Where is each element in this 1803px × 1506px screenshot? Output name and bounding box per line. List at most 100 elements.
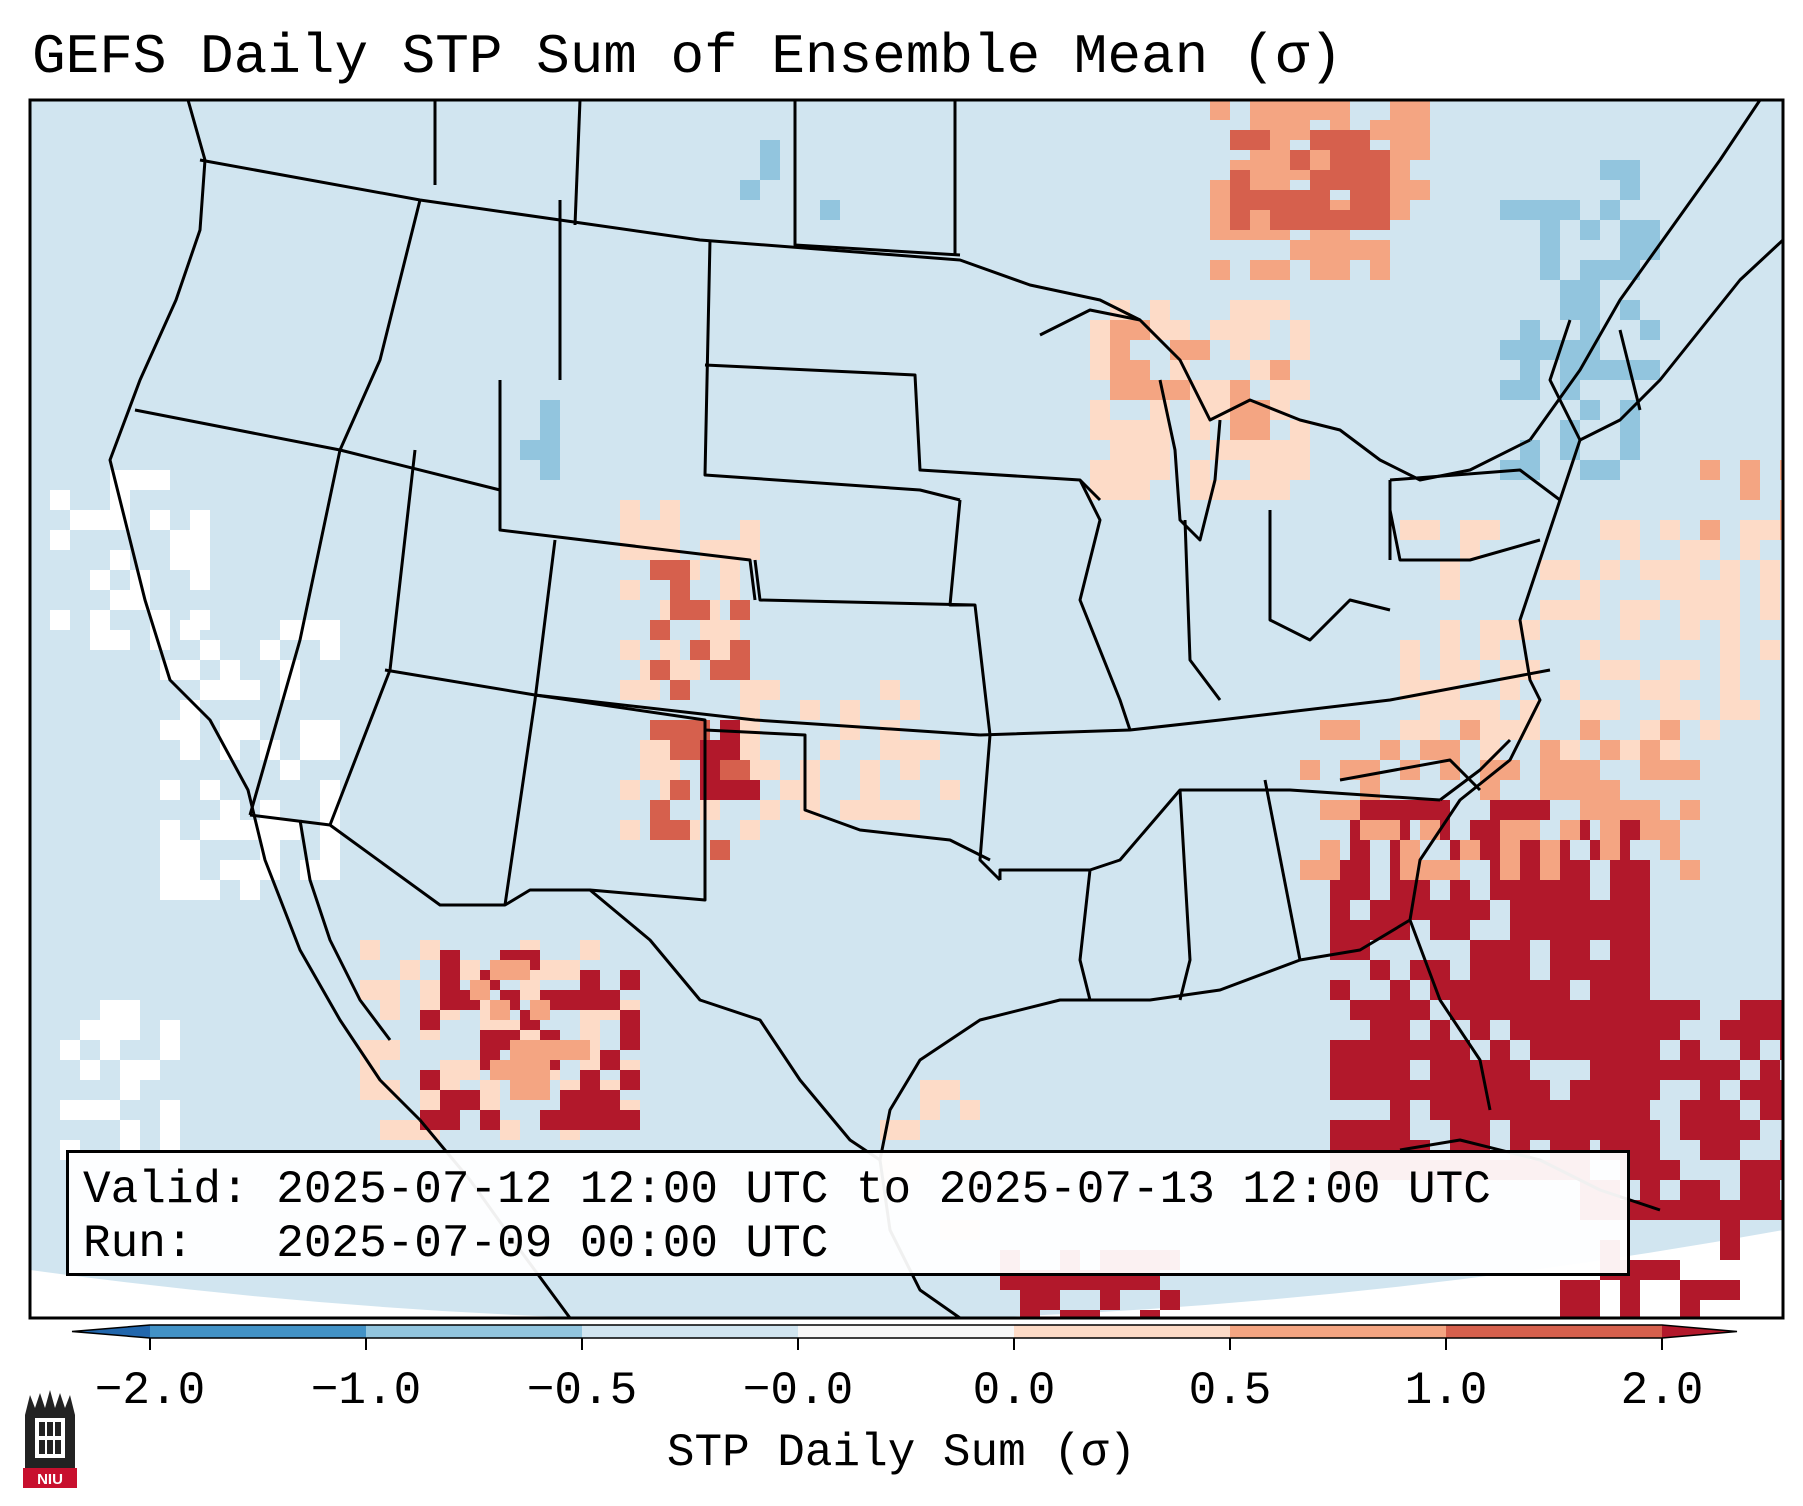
- state-line-6: [384, 668, 981, 737]
- field-cell: [1150, 420, 1170, 440]
- field-cell: [120, 1020, 140, 1040]
- field-cell: [1570, 1100, 1590, 1120]
- field-cell: [1700, 600, 1720, 620]
- field-cell: [1450, 1120, 1470, 1140]
- field-cell: [620, 970, 640, 990]
- field-cell: [1230, 400, 1250, 420]
- field-cell: [1720, 700, 1740, 720]
- field-cell: [620, 1110, 640, 1130]
- field-cell: [160, 840, 180, 860]
- field-cell: [1400, 720, 1420, 740]
- field-cell: [1760, 1100, 1780, 1120]
- field-cell: [1450, 980, 1470, 1000]
- field-cell: [1210, 260, 1230, 280]
- field-cell: [1700, 1280, 1720, 1300]
- field-cell: [1760, 1020, 1780, 1040]
- field-cell: [200, 780, 220, 800]
- field-cell: [490, 960, 510, 980]
- state-line-11: [753, 559, 1002, 882]
- field-cell: [1570, 860, 1590, 880]
- state-line-27: [1618, 329, 1642, 411]
- field-cell: [300, 740, 320, 760]
- field-cell: [1250, 420, 1270, 440]
- field-cell: [1540, 240, 1560, 260]
- field-cell: [1580, 400, 1600, 420]
- field-cell: [280, 760, 300, 780]
- field-cell: [1700, 1060, 1720, 1080]
- field-cell: [1720, 560, 1740, 580]
- field-cell: [720, 580, 740, 600]
- field-cell: [1590, 1120, 1610, 1140]
- st-lawrence: [1528, 100, 1762, 441]
- field-cell: [540, 400, 560, 420]
- field-cell: [50, 530, 70, 550]
- field-cell: [1580, 640, 1600, 660]
- field-cell: [1530, 900, 1550, 920]
- field-cell: [1660, 1020, 1680, 1040]
- field-cell: [1450, 1000, 1470, 1020]
- field-cell: [1600, 200, 1620, 220]
- field-cell: [220, 660, 240, 680]
- field-cell: [1600, 560, 1620, 580]
- field-cell: [1470, 960, 1490, 980]
- field-cell: [1760, 1080, 1780, 1100]
- field-cell: [820, 740, 840, 760]
- state-line-26: [1548, 319, 1582, 441]
- field-cell: [1600, 740, 1620, 760]
- field-cell: [1660, 580, 1680, 600]
- state-line-17: [1263, 779, 1302, 961]
- field-cell: [1410, 1000, 1430, 1020]
- field-cell: [1310, 190, 1330, 210]
- field-cell: [1210, 180, 1230, 200]
- field-cell: [510, 960, 530, 980]
- field-cell: [1570, 1080, 1590, 1100]
- field-cell: [1390, 1100, 1410, 1120]
- field-cell: [1350, 240, 1370, 260]
- field-cell: [1510, 1000, 1530, 1020]
- field-cell: [520, 980, 540, 1000]
- field-cell: [880, 1120, 900, 1140]
- field-cell: [1740, 1020, 1760, 1040]
- field-cell: [1640, 1120, 1660, 1140]
- field-cell: [1390, 1040, 1410, 1060]
- field-cell: [1290, 240, 1310, 260]
- field-cell: [1720, 680, 1740, 700]
- field-cell: [1500, 840, 1520, 860]
- field-cell: [690, 600, 710, 620]
- map-frame: [28, 98, 1785, 1320]
- field-cell: [1620, 1120, 1640, 1140]
- field-cell: [1510, 1100, 1530, 1120]
- field-cell: [540, 960, 560, 980]
- field-cell: [90, 510, 110, 530]
- field-cell: [180, 740, 200, 760]
- field-cell: [1310, 240, 1330, 260]
- field-cell: [400, 960, 420, 980]
- field-cell: [1090, 400, 1110, 420]
- field-cell: [1530, 1000, 1550, 1020]
- field-cell: [1380, 820, 1400, 840]
- field-cell: [1090, 420, 1110, 440]
- field-cell: [1540, 840, 1560, 860]
- field-cell: [1470, 1000, 1490, 1020]
- field-cell: [510, 1080, 530, 1100]
- field-cell: [1190, 420, 1210, 440]
- field-cell: [1760, 1060, 1780, 1080]
- field-cell: [560, 1110, 580, 1130]
- field-cell: [190, 570, 210, 590]
- run-value: 2025-07-09 00:00 UTC: [276, 1218, 829, 1270]
- field-cell: [1130, 460, 1150, 480]
- field-cell: [120, 1060, 140, 1080]
- field-cell: [1600, 700, 1620, 720]
- field-cell: [200, 820, 220, 840]
- field-cell: [180, 700, 200, 720]
- field-cell: [1640, 680, 1660, 700]
- field-cell: [1330, 940, 1350, 960]
- field-cell: [1110, 360, 1130, 380]
- field-cell: [1640, 1000, 1660, 1020]
- field-cell: [1720, 1280, 1740, 1300]
- field-cell: [200, 680, 220, 700]
- field-cell: [1460, 720, 1480, 740]
- field-cell: [1620, 180, 1640, 200]
- field-cell: [740, 540, 760, 560]
- field-cell: [1580, 260, 1600, 280]
